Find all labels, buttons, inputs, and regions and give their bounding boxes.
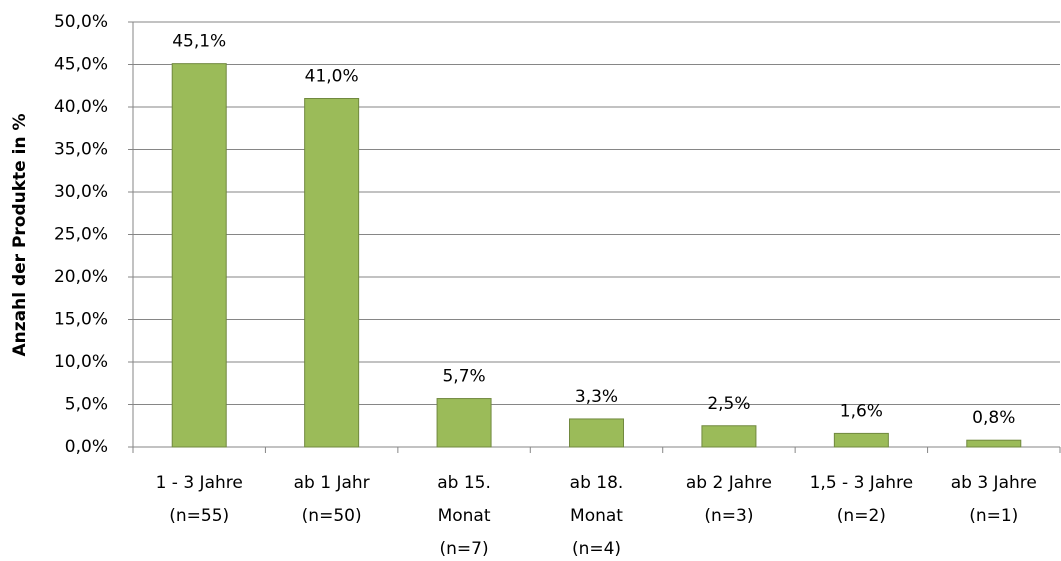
value-label: 1,6% <box>840 401 883 421</box>
value-label: 2,5% <box>707 394 750 414</box>
x-tick-label: 1,5 - 3 Jahre <box>810 473 913 493</box>
x-tick-label: (n=7) <box>440 539 489 559</box>
y-tick-label: 20,0% <box>54 267 108 287</box>
x-tick-label: (n=1) <box>969 506 1018 526</box>
value-label: 0,8% <box>972 408 1015 428</box>
x-tick-label: Monat <box>570 506 623 526</box>
y-tick-label: 45,0% <box>54 55 108 75</box>
y-axis-label: Anzahl der Produkte in % <box>10 113 30 356</box>
bar <box>966 439 1022 448</box>
value-label: 3,3% <box>575 387 618 407</box>
bar <box>833 432 889 448</box>
x-tick-label: ab 18. <box>570 473 624 493</box>
x-tick-label: ab 15. <box>437 473 491 493</box>
y-tick-label: 50,0% <box>54 12 108 32</box>
value-label: 41,0% <box>305 67 359 87</box>
x-tick-label: ab 1 Jahr <box>294 473 370 493</box>
bar <box>304 98 360 448</box>
x-tick-label: (n=4) <box>572 539 621 559</box>
bar <box>701 425 757 448</box>
value-label: 5,7% <box>442 367 485 387</box>
x-tick-label: (n=50) <box>302 506 362 526</box>
value-label: 45,1% <box>172 32 226 52</box>
x-tick-label: (n=2) <box>837 506 886 526</box>
y-tick-label: 25,0% <box>54 225 108 245</box>
x-tick-label: (n=3) <box>704 506 753 526</box>
bar <box>569 418 624 448</box>
x-tick-label: Monat <box>438 506 491 526</box>
x-tick-label: (n=55) <box>169 506 229 526</box>
x-tick-label: 1 - 3 Jahre <box>156 473 243 493</box>
x-tick-label: ab 3 Jahre <box>951 473 1037 493</box>
bar <box>171 63 227 448</box>
bar <box>436 398 492 448</box>
y-tick-label: 10,0% <box>54 352 108 372</box>
y-tick-label: 30,0% <box>54 182 108 202</box>
y-tick-label: 15,0% <box>54 310 108 330</box>
y-tick-label: 40,0% <box>54 97 108 117</box>
y-tick-label: 5,0% <box>65 395 108 415</box>
y-tick-label: 35,0% <box>54 140 108 160</box>
x-tick-label: ab 2 Jahre <box>686 473 772 493</box>
y-tick-label: 0,0% <box>65 437 108 457</box>
